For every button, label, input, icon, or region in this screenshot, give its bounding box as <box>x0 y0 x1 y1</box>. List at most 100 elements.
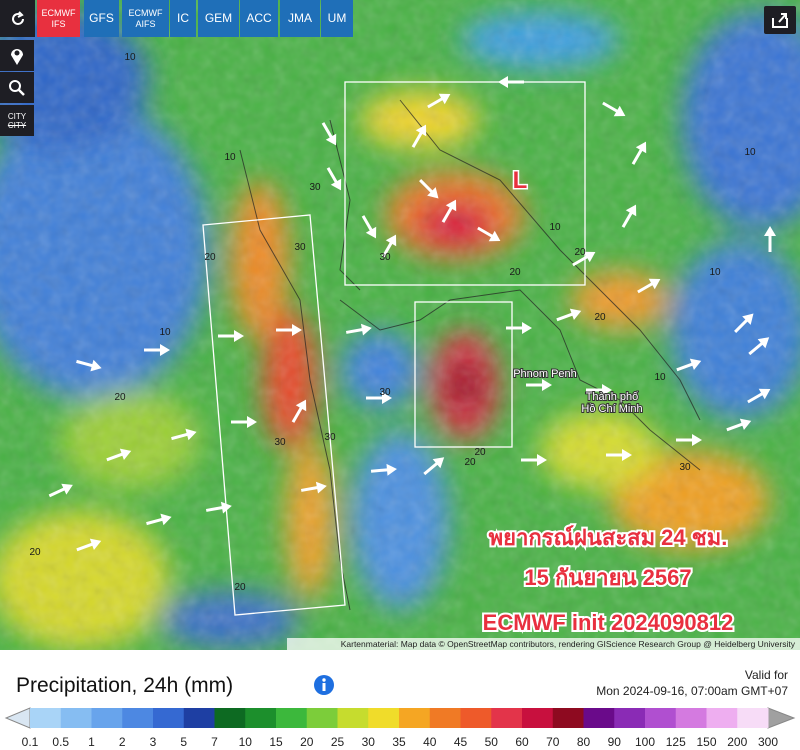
wind-arrow <box>427 93 451 109</box>
scale-cell <box>368 708 400 728</box>
valid-time: Mon 2024-09-16, 07:00am GMT+07 <box>596 684 788 698</box>
wind-arrow <box>498 76 524 88</box>
wind-arrows <box>48 76 776 552</box>
model-label: JMA <box>288 11 312 25</box>
wind-arrow <box>411 124 427 148</box>
scale-cell <box>737 708 769 728</box>
model-button[interactable]: ECMWF IFS <box>37 0 80 37</box>
wind-arrow <box>361 215 377 239</box>
color-scale: 0.1 0.5 1 2 3 5 7 10 15 20 25 30 35 40 45 50 60 70 80 90 100… <box>4 707 796 749</box>
wind-arrow <box>602 101 626 117</box>
scale-cell <box>645 708 677 728</box>
scale-tick-label: 80 <box>577 735 591 749</box>
contour-label: 30 <box>309 182 321 193</box>
scale-tick-label: 0.1 <box>22 735 39 749</box>
scale-tick-label: 20 <box>300 735 314 749</box>
zoom-button[interactable] <box>0 72 34 103</box>
city-label: Phnom Penh <box>513 368 577 380</box>
model-button[interactable]: GEM <box>198 0 239 37</box>
wind-arrow <box>381 234 397 258</box>
wind-arrow <box>419 179 439 199</box>
legend-title: Precipitation, 24h (mm) <box>16 674 234 697</box>
scale-cell <box>429 708 461 728</box>
contour-label: 10 <box>549 222 561 233</box>
model-label: AIFS <box>135 18 156 29</box>
info-icon[interactable] <box>313 674 335 696</box>
attribution-bg <box>287 638 800 650</box>
scale-tick-label: 25 <box>331 735 345 749</box>
scale-tick-label: 200 <box>727 735 747 749</box>
map: 1020301020302010302010302010203010202030… <box>0 0 800 650</box>
wind-arrow <box>621 204 637 228</box>
contour-label: 20 <box>509 267 521 278</box>
model-label: GFS <box>89 11 114 25</box>
wind-arrow <box>734 313 754 333</box>
pin-icon <box>11 48 23 65</box>
wind-arrow <box>218 330 244 342</box>
contour-label: 10 <box>124 52 136 63</box>
scale-tick-label: 3 <box>150 735 157 749</box>
wind-arrow <box>321 122 337 146</box>
wind-arrow <box>146 513 172 526</box>
contour-label: 10 <box>709 267 721 278</box>
wind-arrow <box>106 448 132 462</box>
wind-arrow <box>506 322 532 334</box>
contour-label: 20 <box>29 547 41 558</box>
model-label: ECMWF <box>128 7 163 18</box>
wind-arrow <box>76 359 102 372</box>
model-button[interactable]: ACC <box>240 0 278 37</box>
scale-tick-label: 45 <box>454 735 468 749</box>
scale-tick-label: 60 <box>515 735 529 749</box>
wind-arrow <box>370 463 397 476</box>
scale-cell <box>552 708 584 728</box>
wind-arrow <box>637 278 661 294</box>
contour-label: 30 <box>679 462 691 473</box>
forecast-title: ECMWF init 2024090812 <box>483 610 734 635</box>
scale-cell <box>91 708 123 728</box>
model-label: UM <box>327 11 347 25</box>
scale-tick-label: 7 <box>211 735 218 749</box>
model-button[interactable]: ECMWF AIFS <box>122 0 169 37</box>
scale-tick-label: 10 <box>239 735 253 749</box>
model-button[interactable]: IC <box>170 0 196 37</box>
model-button[interactable]: GFS <box>84 0 119 37</box>
wind-arrow <box>676 358 702 372</box>
scale-tick-label: 5 <box>180 735 187 749</box>
wind-arrow <box>326 167 342 191</box>
wind-arrow <box>76 538 102 552</box>
wind-arrow <box>477 226 501 242</box>
scale-tick-label: 125 <box>666 735 686 749</box>
wind-arrow <box>48 483 73 498</box>
scale-cell <box>706 708 738 728</box>
city-label: CITY <box>7 111 27 121</box>
wind-arrow <box>631 141 647 165</box>
wind-arrow <box>747 388 771 404</box>
scale-tick-label: 30 <box>362 735 376 749</box>
scale-tick-label: 15 <box>269 735 283 749</box>
model-button[interactable]: JMA <box>280 0 320 37</box>
wind-arrow <box>441 199 457 223</box>
wind-arrow <box>586 384 612 396</box>
scale-cell <box>460 708 492 728</box>
model-button[interactable]: UM <box>321 0 353 37</box>
wind-arrow <box>205 501 232 514</box>
scale-cell <box>245 708 277 728</box>
city-button[interactable]: CITY CITY <box>0 105 34 136</box>
refresh-button[interactable] <box>0 0 35 37</box>
scale-tick-label: 150 <box>696 735 716 749</box>
scale-tick-label: 50 <box>485 735 499 749</box>
contour-label: 30 <box>274 437 286 448</box>
contour-label: 30 <box>379 252 391 263</box>
scale-tick-label: 100 <box>635 735 655 749</box>
location-button[interactable] <box>0 40 34 71</box>
contour-label: 30 <box>294 242 306 253</box>
scale-cell <box>491 708 523 728</box>
attribution: Kartenmaterial: Map data © OpenStreetMap… <box>341 639 796 649</box>
model-label: IFS <box>51 18 66 29</box>
wind-arrow <box>291 399 307 423</box>
scale-cell <box>153 708 185 728</box>
wind-arrow <box>345 323 372 336</box>
share-button[interactable] <box>764 6 796 34</box>
